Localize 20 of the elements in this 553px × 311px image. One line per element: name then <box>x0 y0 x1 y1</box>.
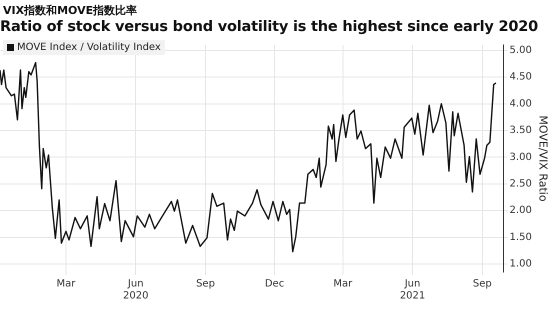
y-tick-label: 3.00 <box>510 152 532 163</box>
y-tick-label: 2.00 <box>510 205 532 216</box>
y-tick-label: 1.00 <box>510 258 532 270</box>
x-tick-label: Sep <box>196 278 215 290</box>
x-tick-label: Dec <box>264 278 284 290</box>
x-tick-label: Sep <box>472 278 492 290</box>
x-tick-label: Mar <box>333 278 354 290</box>
x-tick-label: Mar <box>56 278 76 290</box>
y-tick-label: 4.00 <box>510 98 532 110</box>
y-tick-label: 4.50 <box>510 72 532 83</box>
x-tick-label: Jun 2020 <box>123 278 148 302</box>
y-tick-label: 3.50 <box>510 125 532 136</box>
y-tick-label: 2.50 <box>510 178 532 190</box>
chart-title: VIX指数和MOVE指数比率 <box>3 3 138 18</box>
x-tick-label: Jun 2021 <box>400 278 426 302</box>
y-tick-label: 5.00 <box>510 44 532 56</box>
y-tick-label: 1.50 <box>510 232 532 243</box>
chart-subtitle: Ratio of stock versus bond volatility is the highest since early 2020 <box>0 19 538 35</box>
legend-label: MOVE Index / Volatility Index <box>17 42 161 53</box>
y-axis-title: MOVE/VIX Ratio <box>536 115 550 202</box>
